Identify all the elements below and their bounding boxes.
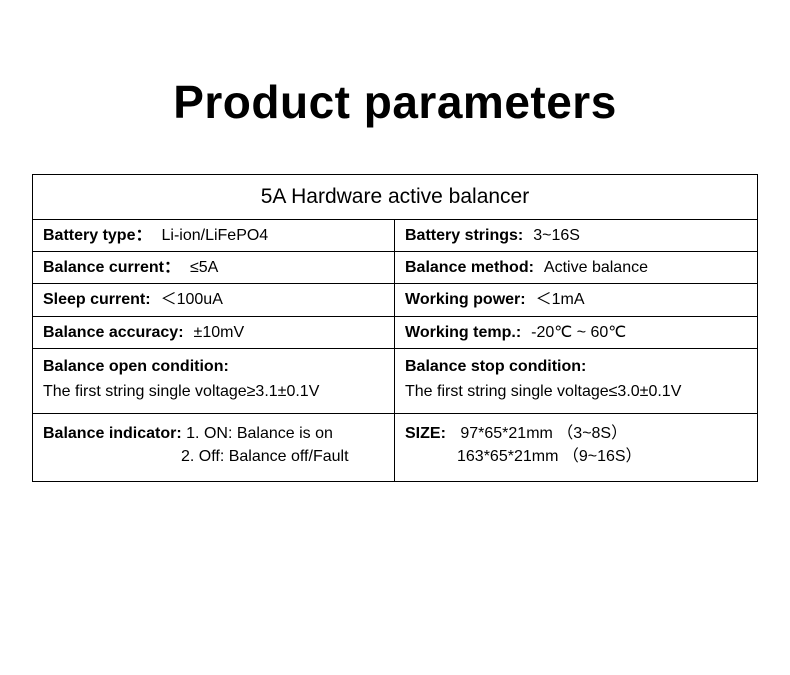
label: Balance current： xyxy=(43,259,180,276)
cell-working-temp: Working temp.: -20℃ ~ 60℃ xyxy=(395,317,757,348)
value: ＜1mA xyxy=(536,291,585,308)
label: SIZE: xyxy=(405,425,446,442)
label: Balance indicator: xyxy=(43,425,182,442)
table-row: Battery type： Li-ion/LiFePO4 Battery stri… xyxy=(33,220,757,252)
value: The first string single voltage≥3.1±0.1V xyxy=(43,380,384,403)
value: -20℃ ~ 60℃ xyxy=(531,324,626,341)
value-line2: 163*65*21mm （9~16S） xyxy=(457,448,642,465)
cell-battery-type: Battery type： Li-ion/LiFePO4 xyxy=(33,220,395,251)
table-row: Balance open condition: The first string… xyxy=(33,349,757,414)
value-line1: 1. ON: Balance is on xyxy=(186,425,333,442)
value-line1: 97*65*21mm （3~8S） xyxy=(460,425,627,442)
cell-balance-current: Balance current： ≤5A xyxy=(33,252,395,283)
value: 3~16S xyxy=(533,227,580,244)
label: Working temp.: xyxy=(405,324,521,341)
cell-balance-stop-condition: Balance stop condition: The first string… xyxy=(395,349,757,413)
value-line2: 2. Off: Balance off/Fault xyxy=(181,448,349,465)
cell-balance-method: Balance method: Active balance xyxy=(395,252,757,283)
cell-working-power: Working power: ＜1mA xyxy=(395,284,757,315)
value: ≤5A xyxy=(190,259,218,276)
value: Active balance xyxy=(544,259,648,276)
table-row: Balance accuracy: ±10mV Working temp.: -20… xyxy=(33,317,757,349)
table-row: Balance current： ≤5A Balance method: Activ… xyxy=(33,252,757,284)
spec-table: 5A Hardware active balancer Battery type… xyxy=(32,174,758,482)
value: ＜100uA xyxy=(161,291,223,308)
cell-balance-accuracy: Balance accuracy: ±10mV xyxy=(33,317,395,348)
page-title: Product parameters xyxy=(0,75,790,129)
cell-battery-strings: Battery strings: 3~16S xyxy=(395,220,757,251)
label: Balance accuracy: xyxy=(43,324,184,341)
label: Balance method: xyxy=(405,259,534,276)
label: Battery type： xyxy=(43,227,151,244)
label: Balance stop condition: xyxy=(405,355,747,378)
table-row: Balance indicator: 1. ON: Balance is on … xyxy=(33,414,757,480)
cell-sleep-current: Sleep current: ＜100uA xyxy=(33,284,395,315)
value: The first string single voltage≤3.0±0.1V xyxy=(405,380,747,403)
table-row: Sleep current: ＜100uA Working power: ＜1mA xyxy=(33,284,757,316)
label: Working power: xyxy=(405,291,526,308)
label: Battery strings: xyxy=(405,227,523,244)
cell-balance-indicator: Balance indicator: 1. ON: Balance is on … xyxy=(33,414,395,480)
label: Balance open condition: xyxy=(43,355,384,378)
value: Li-ion/LiFePO4 xyxy=(161,227,268,244)
value: ±10mV xyxy=(194,324,245,341)
table-header: 5A Hardware active balancer xyxy=(33,175,757,220)
label: Sleep current: xyxy=(43,291,151,308)
cell-size: SIZE: 97*65*21mm （3~8S） 163*65*21mm （9~1… xyxy=(395,414,757,480)
cell-balance-open-condition: Balance open condition: The first string… xyxy=(33,349,395,413)
